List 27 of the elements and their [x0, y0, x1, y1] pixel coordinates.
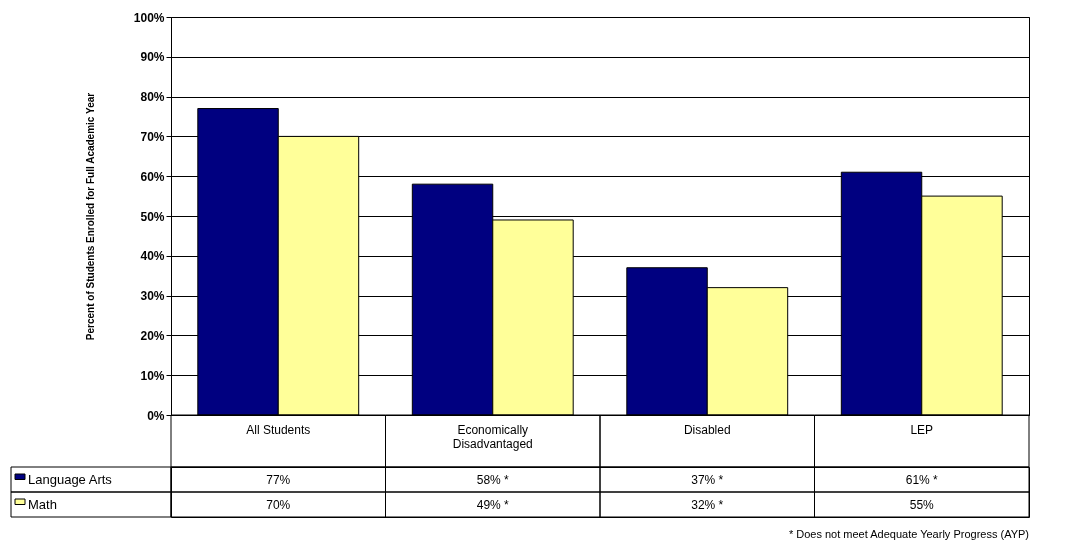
data-label: 32% *: [691, 497, 724, 512]
y-tick-label: 80%: [140, 90, 165, 105]
y-tick-label: 40%: [140, 249, 165, 264]
text: * Does not meet Adequate Yearly Progress (AYP): [788, 528, 1029, 540]
legend-label: Language Arts: [28, 471, 113, 487]
x-tick-label: Economically Disadvantaged: [452, 422, 533, 451]
x-tick-label: LEP: [910, 422, 934, 437]
y-tick-label: 50%: [140, 209, 165, 224]
data-label: 70%: [266, 497, 291, 512]
x-tick-label: All Students: [246, 422, 311, 437]
data-label: 77%: [266, 472, 291, 487]
y-tick-label: 0%: [147, 408, 165, 423]
y-tick-label: 30%: [140, 289, 165, 304]
y-tick-label: 10%: [140, 368, 165, 383]
y-tick-label: 20%: [140, 328, 165, 343]
x-tick-label: Disabled: [683, 422, 731, 437]
legend-label: Math: [28, 496, 57, 512]
data-label: 55%: [909, 497, 935, 512]
y-axis-title: Percent of Students Enrolled for Full Academic Year: [84, 92, 96, 341]
y-tick-label: 90%: [140, 50, 165, 65]
y-tick-label: 70%: [140, 129, 165, 144]
y-tick-label: 60%: [140, 169, 165, 184]
data-label: 37% *: [691, 472, 724, 487]
data-label: 58% *: [476, 472, 510, 487]
y-tick-label: 100%: [133, 10, 165, 25]
data-label: 61% *: [905, 472, 939, 487]
data-label: 49% *: [476, 497, 510, 512]
